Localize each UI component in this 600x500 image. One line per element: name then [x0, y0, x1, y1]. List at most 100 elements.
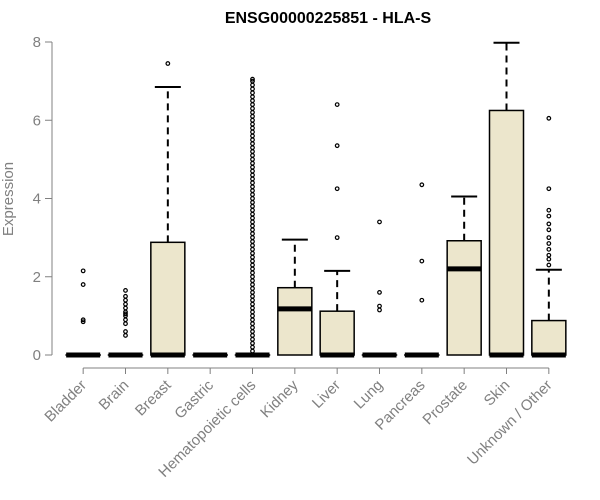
outlier-point: [250, 211, 255, 217]
outlier-point: [250, 137, 255, 143]
outlier-point: [250, 180, 255, 186]
outlier-point: [250, 250, 255, 256]
y-tick-label: 6: [33, 112, 41, 129]
outlier-point: [250, 94, 255, 100]
outlier-point: [250, 340, 255, 346]
y-tick-label: 4: [33, 191, 41, 208]
outlier-point: [250, 243, 255, 248]
outlier-point: [250, 90, 255, 96]
outlier-point: [250, 133, 255, 139]
box-group: [446, 195, 482, 356]
box-group: [277, 238, 313, 356]
outlier-point: [165, 61, 171, 66]
outlier-point: [250, 184, 255, 190]
outlier-point: [123, 333, 128, 338]
outlier-point: [250, 227, 255, 233]
outlier-point: [250, 176, 255, 182]
outlier-point: [250, 235, 255, 241]
outlier-point: [250, 78, 255, 84]
outlier-point: [250, 203, 255, 209]
box: [488, 109, 525, 356]
outlier-point: [250, 117, 255, 123]
box-group: [234, 76, 271, 358]
outlier-point: [250, 321, 255, 327]
box-group: [107, 288, 144, 358]
box-group: [319, 102, 355, 358]
outlier-point: [250, 231, 255, 237]
outlier-point: [250, 282, 255, 287]
outlier-point: [377, 290, 382, 295]
outlier-point: [546, 241, 552, 246]
outlier-point: [250, 278, 255, 284]
outlier-point: [250, 333, 255, 338]
outlier-point: [334, 102, 340, 107]
box: [446, 240, 482, 356]
outlier-point: [80, 319, 86, 325]
outlier-point: [250, 290, 255, 295]
box-group: [488, 41, 525, 358]
outlier-point: [419, 182, 425, 188]
outlier-point: [250, 239, 255, 244]
outlier-point: [80, 282, 86, 287]
outlier-point: [250, 196, 255, 201]
outlier-point: [377, 307, 382, 313]
outlier-point: [250, 149, 255, 154]
outlier-point: [250, 153, 255, 158]
outlier-point: [250, 200, 255, 205]
outlier-point: [123, 311, 128, 317]
outlier-point: [123, 301, 128, 307]
outlier-point: [250, 270, 255, 276]
outlier-point: [377, 303, 382, 309]
x-tick-label: Liver: [309, 377, 344, 412]
y-axis: 0 2 4 6 8: [33, 34, 53, 364]
outlier-point: [80, 268, 86, 274]
outlier-point: [546, 246, 552, 252]
outlier-point: [334, 143, 340, 149]
outlier-point: [546, 256, 552, 262]
outlier-point: [250, 145, 255, 151]
box-series: [65, 41, 567, 358]
x-tick-label: Bladder: [41, 377, 90, 426]
outlier-point: [250, 86, 255, 92]
outlier-point: [546, 221, 552, 227]
x-tick-label: Kidney: [257, 376, 302, 421]
y-tick-label: 8: [33, 34, 41, 51]
outlier-point: [377, 219, 382, 225]
y-axis-title: Expression: [0, 162, 17, 236]
outlier-point: [546, 252, 552, 258]
box-group: [65, 268, 101, 358]
outlier-point: [250, 317, 255, 323]
outlier-point: [546, 262, 552, 268]
outlier-point: [250, 102, 255, 107]
outlier-point: [250, 262, 255, 268]
outlier-point: [250, 274, 255, 280]
box-group: [404, 182, 440, 358]
outlier-point: [123, 329, 128, 334]
outlier-point: [250, 293, 255, 299]
outlier-point: [250, 141, 255, 147]
outlier-point: [250, 325, 255, 331]
outlier-point: [250, 110, 255, 115]
box-group: [531, 115, 567, 358]
outlier-point: [250, 188, 255, 194]
outlier-point: [80, 317, 86, 323]
outlier-point: [419, 297, 425, 303]
x-tick-label: Breast: [132, 376, 175, 419]
outlier-point: [546, 227, 552, 233]
x-tick-label: Brain: [96, 377, 133, 414]
outlier-point: [250, 246, 255, 252]
outlier-point: [250, 168, 255, 174]
x-tick-label: Lung: [351, 377, 387, 413]
outlier-point: [250, 301, 255, 307]
outlier-point: [250, 121, 255, 127]
outlier-point: [250, 286, 255, 291]
outlier-point: [250, 348, 255, 354]
box-group: [361, 219, 398, 358]
outlier-point: [250, 344, 255, 350]
outlier-point: [123, 321, 128, 327]
outlier-point: [250, 313, 255, 319]
outlier-point: [250, 82, 255, 88]
outlier-point: [546, 186, 552, 192]
box: [277, 286, 313, 356]
y-tick-label: 2: [33, 269, 41, 286]
